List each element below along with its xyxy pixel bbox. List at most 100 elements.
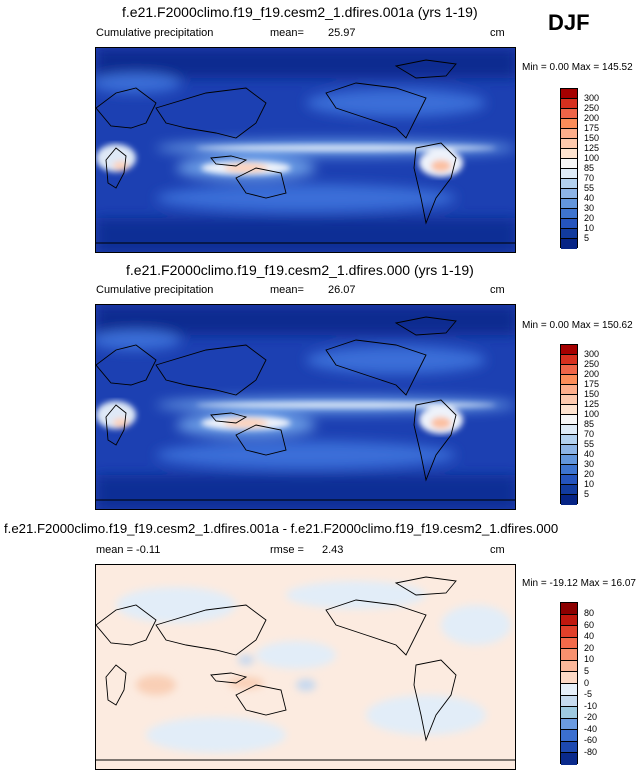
panel3-map	[95, 564, 516, 770]
colorbar-tick-label: 70	[584, 428, 595, 439]
colorbar-swatch	[561, 425, 577, 435]
colorbar-swatch	[561, 718, 577, 731]
colorbar-swatch	[561, 495, 577, 505]
colorbar-tick-label: 100	[584, 408, 600, 419]
colorbar-swatch	[561, 707, 577, 719]
colorbar-swatch	[561, 149, 577, 159]
colorbar-tick-label: -10	[584, 700, 598, 711]
colorbar-swatch	[561, 405, 577, 415]
colorbar-swatch	[561, 179, 577, 189]
colorbar-swatch	[561, 741, 577, 754]
colorbar-tick-label: 0	[584, 677, 590, 688]
colorbar-swatch	[561, 89, 577, 99]
panel3-minmax: Min = -19.12 Max = 16.07	[522, 578, 636, 589]
colorbar-swatch	[561, 159, 577, 169]
colorbar-tick-label: 55	[584, 438, 595, 449]
colorbar-swatch	[561, 485, 577, 495]
panel1-units: cm	[490, 27, 505, 39]
colorbar-swatch	[561, 239, 577, 249]
colorbar-tick-label: 250	[584, 358, 600, 369]
colorbar-tick-label: 30	[584, 458, 595, 469]
colorbar-tick-label: -20	[584, 712, 598, 723]
panel2-variable-label: Cumulative precipitation	[96, 284, 214, 296]
colorbar-swatch	[561, 229, 577, 239]
colorbar-tick-label: 20	[584, 642, 595, 653]
panel2-mean-value: 26.07	[328, 284, 356, 296]
panel1-title: f.e21.F2000climo.f19_f19.cesm2_1.dfires.…	[122, 4, 478, 20]
colorbar-swatch	[561, 415, 577, 425]
colorbar-tick-label: 80	[584, 608, 595, 619]
colorbar-tick-label: 40	[584, 192, 595, 203]
colorbar-tick-label: 125	[584, 142, 600, 153]
colorbar-swatch	[561, 345, 577, 355]
colorbar-tick-label: 10	[584, 478, 595, 489]
colorbar-tick-label: 300	[584, 92, 600, 103]
colorbar-tick-label: 200	[584, 368, 600, 379]
panel1-precip-field	[96, 48, 515, 252]
panel1-minmax: Min = 0.00 Max = 145.52	[522, 62, 633, 73]
colorbar-swatch	[561, 445, 577, 455]
colorbar-tick-label: -5	[584, 689, 593, 700]
panel3-mean: mean = -0.11	[96, 544, 161, 556]
colorbar-swatch	[561, 355, 577, 365]
colorbar-tick-label: -40	[584, 723, 598, 734]
colorbar-swatch	[561, 465, 577, 475]
colorbar-tick-label: 40	[584, 631, 595, 642]
colorbar-swatch	[561, 219, 577, 229]
colorbar-swatch	[561, 649, 577, 661]
colorbar-swatch	[561, 385, 577, 395]
colorbar-swatch	[561, 119, 577, 129]
colorbar-tick-label: 150	[584, 388, 600, 399]
colorbar-tick-label: 40	[584, 448, 595, 459]
panel2-title: f.e21.F2000climo.f19_f19.cesm2_1.dfires.…	[126, 262, 474, 278]
panel3-units: cm	[490, 544, 505, 556]
colorbar-swatch	[561, 683, 577, 696]
colorbar-tick-label: 200	[584, 112, 600, 123]
colorbar-tick-label: 150	[584, 132, 600, 143]
panel1-variable-label: Cumulative precipitation	[96, 27, 214, 39]
panel2-mean-label: mean=	[270, 284, 304, 296]
colorbar-swatch	[561, 475, 577, 485]
colorbar-tick-label: 85	[584, 418, 595, 429]
colorbar-tick-label: 70	[584, 172, 595, 183]
colorbar-tick-label: 20	[584, 212, 595, 223]
colorbar-swatch	[561, 169, 577, 179]
panel2-precip-field	[96, 305, 515, 509]
panel3-title: f.e21.F2000climo.f19_f19.cesm2_1.dfires.…	[4, 521, 559, 536]
colorbar-swatch	[561, 753, 577, 765]
panel1-mean-label: mean=	[270, 27, 304, 39]
colorbar-swatch	[561, 435, 577, 445]
panel3-rmse-label: rmse =	[270, 544, 304, 556]
season-label: DJF	[548, 10, 590, 35]
colorbar-swatch	[561, 637, 577, 650]
panel2-units: cm	[490, 284, 505, 296]
colorbar-tick-label: 175	[584, 122, 600, 133]
colorbar-swatch	[561, 375, 577, 385]
colorbar-tick-label: -80	[584, 746, 598, 757]
colorbar-tick-label: 5	[584, 665, 590, 676]
colorbar-swatch	[561, 395, 577, 405]
colorbar-tick-label: 30	[584, 202, 595, 213]
colorbar-tick-label: 250	[584, 102, 600, 113]
colorbar-swatch	[561, 209, 577, 219]
panel2-minmax: Min = 0.00 Max = 150.62	[522, 320, 633, 331]
colorbar-swatch	[561, 455, 577, 465]
panel2-colorbar	[560, 344, 578, 505]
colorbar-swatch	[561, 99, 577, 109]
colorbar-tick-label: 20	[584, 468, 595, 479]
colorbar-tick-label: 10	[584, 222, 595, 233]
colorbar-tick-label: -60	[584, 735, 598, 746]
colorbar-swatch	[561, 626, 577, 638]
colorbar-tick-label: 125	[584, 398, 600, 409]
panel3-colorbar	[560, 602, 578, 765]
colorbar-swatch	[561, 189, 577, 199]
colorbar-swatch	[561, 365, 577, 375]
colorbar-tick-label: 5	[584, 488, 590, 499]
colorbar-swatch	[561, 199, 577, 209]
colorbar-swatch	[561, 695, 577, 708]
colorbar-swatch	[561, 672, 577, 684]
panel1-mean-value: 25.97	[328, 27, 356, 39]
colorbar-swatch	[561, 660, 577, 673]
panel1-map	[95, 47, 516, 253]
colorbar-tick-label: 300	[584, 348, 600, 359]
